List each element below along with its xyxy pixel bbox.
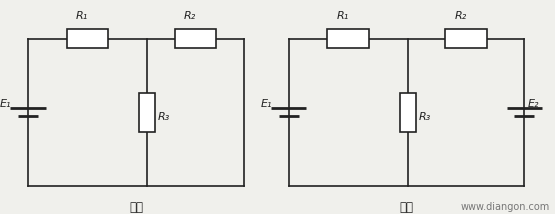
Text: E₁: E₁ <box>260 99 272 109</box>
Text: R₁: R₁ <box>75 11 88 21</box>
Text: R₂: R₂ <box>455 11 467 21</box>
Text: R₃: R₃ <box>158 112 170 122</box>
Text: R₃: R₃ <box>419 112 431 122</box>
Bar <box>175 30 216 48</box>
Bar <box>445 30 487 48</box>
Text: E₁: E₁ <box>0 99 11 109</box>
Text: R₁: R₁ <box>336 11 349 21</box>
Text: E₂: E₂ <box>527 99 539 109</box>
Bar <box>67 30 108 48</box>
Bar <box>327 30 369 48</box>
Text: www.diangon.com: www.diangon.com <box>460 202 549 212</box>
Text: R₂: R₂ <box>184 11 196 21</box>
Bar <box>400 93 416 132</box>
Text: 图二: 图二 <box>400 201 413 214</box>
Text: 图一: 图一 <box>129 201 143 214</box>
Bar <box>139 93 155 132</box>
